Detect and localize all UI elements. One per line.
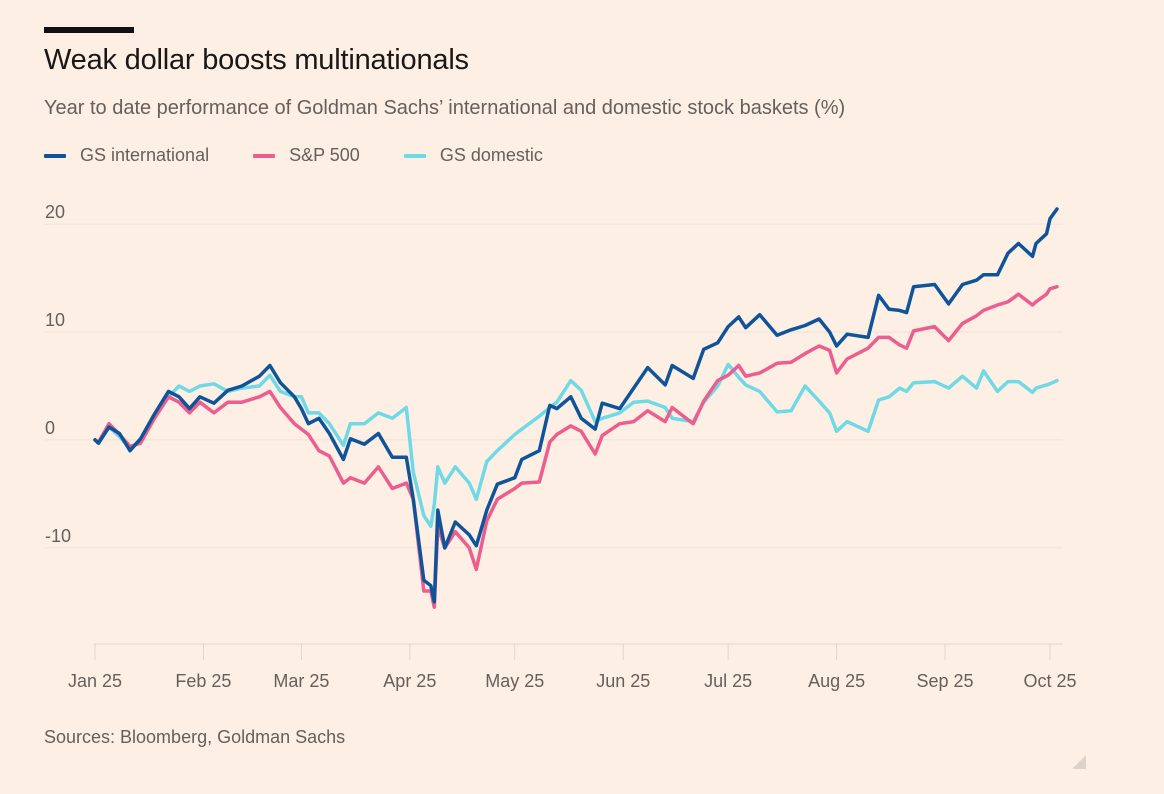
resize-handle-icon[interactable] bbox=[1072, 755, 1086, 769]
series-line-gs-domestic bbox=[93, 362, 1059, 529]
series-line-s-p-500 bbox=[93, 284, 1059, 609]
x-tick-label: Oct 25 bbox=[1023, 671, 1076, 691]
legend: GS international S&P 500 GS domestic bbox=[44, 145, 587, 166]
chart-title: Weak dollar boosts multinationals bbox=[44, 44, 469, 76]
legend-label: GS domestic bbox=[439, 145, 543, 165]
legend-swatch bbox=[403, 153, 426, 158]
x-tick-label: Jan 25 bbox=[68, 671, 122, 691]
legend-swatch bbox=[44, 153, 66, 158]
y-tick-label: -10 bbox=[45, 526, 71, 546]
y-tick-label: 10 bbox=[45, 310, 65, 330]
brand-bar bbox=[44, 27, 134, 33]
x-tick-label: Mar 25 bbox=[273, 671, 329, 691]
legend-swatch bbox=[253, 153, 276, 158]
x-tick-label: Aug 25 bbox=[808, 671, 865, 691]
x-tick-label: Apr 25 bbox=[383, 671, 436, 691]
x-tick-label: Jun 25 bbox=[596, 671, 650, 691]
legend-label: GS international bbox=[80, 145, 210, 165]
y-tick-label: 20 bbox=[45, 202, 65, 222]
legend-item-gs-international: GS international bbox=[44, 145, 209, 166]
series-line-gs-international bbox=[93, 207, 1059, 604]
x-tick-label: May 25 bbox=[485, 671, 544, 691]
x-tick-label: Jul 25 bbox=[704, 671, 752, 691]
source-note: Sources: Bloomberg, Goldman Sachs bbox=[44, 727, 346, 747]
legend-label: S&P 500 bbox=[289, 145, 360, 165]
x-tick-label: Feb 25 bbox=[175, 671, 231, 691]
chart-subtitle: Year to date performance of Goldman Sach… bbox=[44, 97, 846, 119]
legend-item-sp500: S&P 500 bbox=[253, 145, 360, 166]
legend-item-gs-domestic: GS domestic bbox=[403, 145, 543, 166]
x-tick-label: Sep 25 bbox=[917, 671, 974, 691]
y-tick-label: 0 bbox=[45, 418, 55, 438]
